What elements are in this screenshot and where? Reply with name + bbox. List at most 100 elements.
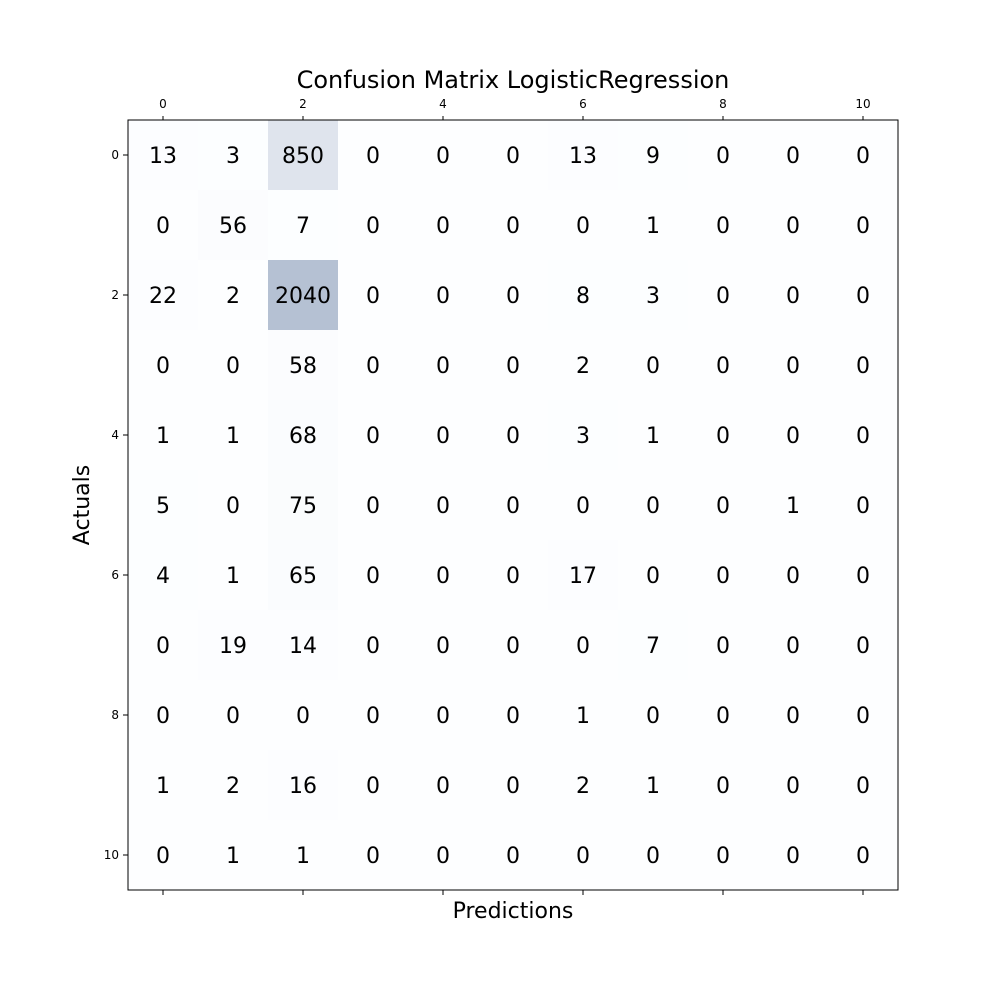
heatmap-cell-r2-c2 <box>268 260 339 331</box>
heatmap-cell-r7-c6 <box>548 610 619 681</box>
cell-value-label: 0 <box>506 144 520 169</box>
heatmap-cell-r9-c5 <box>478 750 549 821</box>
heatmap-cell-r0-c9 <box>758 120 829 191</box>
heatmap-cell-r4-c5 <box>478 400 549 471</box>
cell-value-label: 0 <box>436 704 450 729</box>
x-axis-label: Predictions <box>453 899 574 924</box>
cell-value-label: 0 <box>716 354 730 379</box>
cell-value-label: 0 <box>856 284 870 309</box>
heatmap-cell-r10-c7 <box>618 820 689 891</box>
heatmap-cell-r0-c3 <box>338 120 409 191</box>
heatmap-cell-r8-c0 <box>128 680 199 751</box>
heatmap-cell-r7-c5 <box>478 610 549 681</box>
heatmap-cell-r5-c6 <box>548 470 619 541</box>
x-tick-label: 4 <box>439 97 447 111</box>
heatmap-cell-r9-c10 <box>828 750 899 821</box>
cell-value-label: 0 <box>856 634 870 659</box>
cell-value-label: 0 <box>646 564 660 589</box>
cell-value-label: 0 <box>436 564 450 589</box>
heatmap-cell-r5-c9 <box>758 470 829 541</box>
cell-value-label: 0 <box>436 424 450 449</box>
heatmap-cell-r4-c1 <box>198 400 269 471</box>
cell-value-label: 0 <box>156 354 170 379</box>
cell-value-label: 1 <box>786 494 800 519</box>
heatmap-cell-r1-c4 <box>408 190 479 261</box>
heatmap-cell-r8-c10 <box>828 680 899 751</box>
heatmap-cell-r2-c7 <box>618 260 689 331</box>
cell-value-label: 0 <box>506 704 520 729</box>
cell-value-label: 1 <box>226 844 240 869</box>
cell-value-label: 0 <box>786 634 800 659</box>
heatmap-cell-r5-c2 <box>268 470 339 541</box>
heatmap-cell-r2-c0 <box>128 260 199 331</box>
heatmap-cell-r8-c7 <box>618 680 689 751</box>
cell-value-label: 0 <box>226 494 240 519</box>
cell-value-label: 0 <box>716 144 730 169</box>
heatmap-cell-r8-c5 <box>478 680 549 751</box>
heatmap-cell-r1-c10 <box>828 190 899 261</box>
heatmap-cell-r6-c3 <box>338 540 409 611</box>
heatmap-cell-r3-c8 <box>688 330 759 401</box>
x-tick-label: 0 <box>159 97 167 111</box>
cell-value-label: 0 <box>436 634 450 659</box>
y-tick-label: 8 <box>111 708 119 722</box>
heatmap-cell-r9-c6 <box>548 750 619 821</box>
cell-value-label: 0 <box>506 774 520 799</box>
cell-value-label: 22 <box>149 284 177 309</box>
cell-value-label: 0 <box>856 144 870 169</box>
cell-value-label: 0 <box>716 634 730 659</box>
heatmap-cell-r6-c1 <box>198 540 269 611</box>
heatmap-cell-r6-c2 <box>268 540 339 611</box>
y-tick-label: 4 <box>111 428 119 442</box>
cell-value-label: 1 <box>226 564 240 589</box>
cell-value-label: 16 <box>289 774 317 799</box>
cell-value-label: 0 <box>716 774 730 799</box>
cell-value-label: 0 <box>856 214 870 239</box>
cell-value-label: 0 <box>576 214 590 239</box>
heatmap-cell-r6-c9 <box>758 540 829 611</box>
cell-value-label: 0 <box>576 634 590 659</box>
y-axis-ticks: 0 2 4 6 8 10 <box>104 148 128 862</box>
heatmap-cell-r3-c4 <box>408 330 479 401</box>
cell-value-label: 0 <box>786 774 800 799</box>
cell-value-label: 13 <box>569 144 597 169</box>
y-axis-label: Actuals <box>70 465 95 545</box>
heatmap-cell-r3-c10 <box>828 330 899 401</box>
x-tick-label: 8 <box>719 97 727 111</box>
cell-value-label: 13 <box>149 144 177 169</box>
heatmap-cell-r8-c4 <box>408 680 479 751</box>
heatmap-cell-r4-c9 <box>758 400 829 471</box>
cell-value-label: 0 <box>506 844 520 869</box>
cell-value-label: 0 <box>506 214 520 239</box>
heatmap-cell-r10-c8 <box>688 820 759 891</box>
heatmap-cell-r5-c5 <box>478 470 549 541</box>
cell-value-label: 0 <box>366 564 380 589</box>
cell-value-label: 0 <box>786 354 800 379</box>
heatmap-cell-r6-c10 <box>828 540 899 611</box>
cell-value-label: 0 <box>296 704 310 729</box>
cell-value-label: 14 <box>289 634 317 659</box>
heatmap-cell-r7-c4 <box>408 610 479 681</box>
heatmap-cell-r3-c1 <box>198 330 269 401</box>
cell-value-label: 0 <box>506 634 520 659</box>
cell-value-label: 0 <box>856 494 870 519</box>
cell-value-label: 56 <box>219 214 247 239</box>
y-tick-label: 0 <box>111 148 119 162</box>
heatmap-cell-r2-c4 <box>408 260 479 331</box>
cell-value-label: 0 <box>436 284 450 309</box>
heatmap-cell-r9-c9 <box>758 750 829 821</box>
heatmap-cell-r7-c0 <box>128 610 199 681</box>
cell-value-label: 0 <box>786 214 800 239</box>
heatmap-cell-r10-c1 <box>198 820 269 891</box>
heatmap-cell-r8-c6 <box>548 680 619 751</box>
cell-value-label: 8 <box>576 284 590 309</box>
heatmap-cell-r0-c2 <box>268 120 339 191</box>
cell-value-label: 1 <box>576 704 590 729</box>
heatmap-cell-r5-c10 <box>828 470 899 541</box>
heatmap-cell-r2-c1 <box>198 260 269 331</box>
cell-value-label: 0 <box>366 144 380 169</box>
y-tick-label: 2 <box>111 288 119 302</box>
heatmap-cell-r7-c3 <box>338 610 409 681</box>
cell-value-label: 2 <box>226 284 240 309</box>
heatmap-cell-r6-c6 <box>548 540 619 611</box>
